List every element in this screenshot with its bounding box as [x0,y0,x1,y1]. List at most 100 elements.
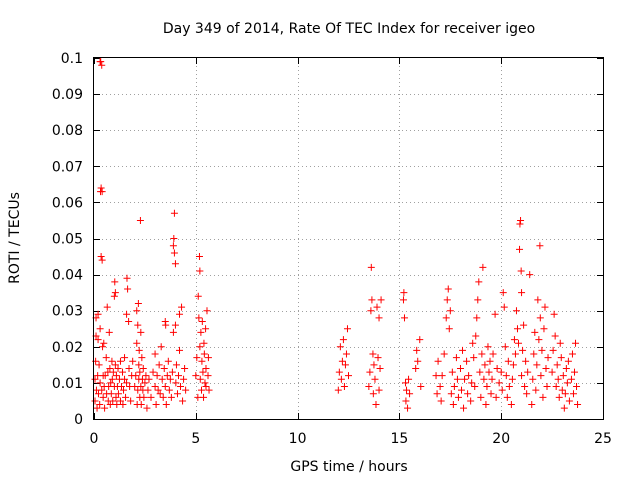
data-point [119,401,127,409]
data-point [103,303,111,311]
data-point [573,383,581,391]
data-point [139,364,147,372]
data-point [192,372,200,380]
data-point [488,375,496,383]
data-point [463,357,471,365]
data-point [530,350,538,358]
data-point [151,350,159,358]
data-point [194,292,202,300]
data-point [170,235,178,242]
data-point [417,383,425,391]
data-point [453,375,461,383]
data-point [106,364,114,372]
data-point [140,393,148,401]
data-point [145,375,153,383]
data-point [200,393,208,401]
data-point [138,354,146,362]
data-point [509,361,517,369]
data-point [559,372,567,380]
data-point [117,383,125,391]
data-point [162,401,170,409]
data-point [157,343,165,351]
data-point [177,383,185,391]
data-point [556,339,564,347]
data-point [445,325,453,333]
data-point [436,383,444,391]
data-point [563,379,571,387]
data-point [99,343,107,351]
data-point [338,357,346,365]
data-point [518,289,526,297]
data-point [443,296,451,304]
data-point [156,390,164,398]
data-point [105,328,113,336]
x-tick-label: 5 [191,431,200,447]
data-point [343,325,351,333]
data-point [370,361,378,369]
data-point [437,397,445,405]
data-point [135,361,143,369]
data-point [533,361,541,369]
data-point [176,346,184,354]
data-point [531,328,539,336]
data-point [569,390,577,398]
data-point [121,375,129,383]
data-point [495,379,503,387]
data-point [549,346,557,354]
data-point [548,368,556,376]
data-point [172,379,180,387]
data-point [141,379,149,387]
data-point [123,274,131,282]
data-point [170,209,178,217]
data-point [365,383,373,391]
y-axis-label: ROTI / TECUs [7,192,23,284]
data-point [457,386,465,394]
data-point [481,361,489,369]
data-point [461,375,469,383]
data-point [518,372,526,380]
data-point [375,314,383,322]
data-point [505,383,513,391]
data-point [447,390,455,398]
data-point [202,325,210,333]
data-point [136,216,144,224]
data-point [133,339,141,347]
data-point [512,307,520,315]
data-point [562,364,570,372]
data-point [196,343,204,351]
data-point [403,386,411,394]
data-point [376,364,384,372]
data-point [98,386,106,394]
data-point [121,354,129,362]
data-point [372,401,380,409]
data-point [125,318,133,326]
data-point [169,242,177,250]
data-point [335,368,343,376]
data-point [464,390,472,398]
data-point [137,328,145,336]
data-point [153,372,161,380]
data-point [513,325,521,333]
data-point [373,303,381,311]
data-point [537,372,545,380]
data-point [367,263,375,271]
data-point [97,184,105,192]
data-point [522,357,530,365]
data-point [98,256,106,264]
data-point [201,379,209,387]
data-point [101,372,109,380]
data-point [449,401,457,409]
data-point [101,404,109,412]
data-point [440,350,448,358]
data-point [405,375,413,383]
data-point [94,390,102,398]
data-point [176,310,184,318]
data-point [502,372,510,380]
data-point [489,350,497,358]
data-point [127,397,135,405]
data-point [474,296,482,304]
data-point [523,390,531,398]
data-point [96,379,104,387]
data-point [337,375,345,383]
data-point [535,336,543,344]
